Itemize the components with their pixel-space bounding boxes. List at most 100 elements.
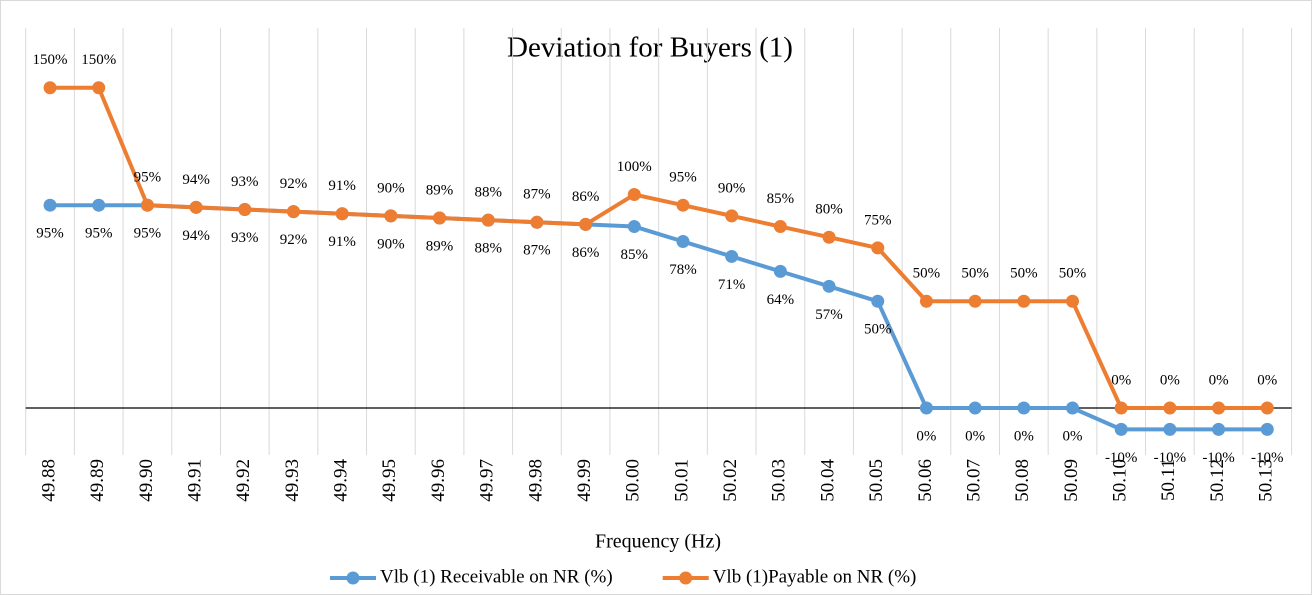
- x-tick-label: 49.90: [136, 459, 157, 502]
- data-label: 91%: [328, 178, 356, 194]
- point: [530, 215, 544, 229]
- data-label: 64%: [767, 292, 795, 308]
- data-label: 57%: [815, 307, 843, 323]
- x-tick-label: 49.96: [428, 459, 449, 502]
- data-label: 50%: [864, 322, 892, 338]
- point: [1017, 294, 1031, 308]
- x-tick-label: 50.09: [1061, 459, 1082, 502]
- point: [238, 202, 252, 216]
- data-label: 78%: [669, 262, 697, 278]
- x-tick-label: 50.11: [1158, 459, 1179, 501]
- data-label: 92%: [280, 232, 308, 248]
- data-label: 90%: [377, 180, 405, 196]
- data-label: 91%: [328, 234, 356, 250]
- x-tick-label: 50.03: [769, 459, 790, 502]
- point: [968, 401, 982, 415]
- point: [773, 264, 787, 278]
- point: [725, 249, 739, 263]
- x-tick-label: 49.93: [282, 459, 303, 502]
- point: [676, 235, 690, 248]
- point: [1212, 422, 1226, 436]
- data-label: 150%: [81, 52, 116, 68]
- data-label: 90%: [377, 236, 405, 252]
- x-axis-title: Frequency (Hz): [595, 531, 721, 553]
- data-label: 85%: [767, 191, 795, 207]
- data-label: 80%: [815, 202, 843, 218]
- data-label: 95%: [669, 170, 697, 186]
- data-label: 88%: [474, 241, 502, 257]
- data-label: 86%: [572, 245, 600, 261]
- point: [1017, 401, 1031, 415]
- point: [773, 220, 787, 234]
- data-label: 150%: [33, 52, 68, 68]
- point: [189, 200, 203, 214]
- data-label: 90%: [718, 180, 746, 196]
- data-label: 50%: [913, 266, 941, 282]
- data-label: 86%: [572, 189, 600, 205]
- point: [1066, 294, 1080, 308]
- data-label: -10%: [1154, 450, 1187, 466]
- x-tick-label: 49.99: [574, 459, 595, 502]
- data-label: 0%: [1014, 428, 1034, 444]
- data-label: 50%: [1010, 266, 1038, 282]
- data-label: 50%: [961, 266, 989, 282]
- data-label: 94%: [182, 228, 210, 244]
- data-label: 95%: [134, 170, 162, 186]
- point: [1260, 422, 1274, 436]
- point: [92, 81, 106, 95]
- x-tick-label: 50.01: [671, 459, 692, 502]
- data-label: 0%: [1160, 372, 1180, 388]
- data-label: 0%: [1257, 372, 1277, 388]
- point: [871, 294, 885, 308]
- point: [481, 213, 495, 227]
- point: [822, 279, 836, 293]
- x-tick-label: 50.07: [963, 459, 984, 502]
- point: [1212, 401, 1226, 415]
- data-label: 89%: [426, 182, 454, 198]
- data-label: 71%: [718, 277, 746, 293]
- chart-title: Deviation for Buyers (1): [507, 32, 793, 64]
- data-label: 95%: [85, 226, 113, 242]
- point: [92, 198, 106, 212]
- x-tick-label: 50.02: [720, 459, 741, 502]
- x-tick-label: 50.04: [817, 459, 838, 502]
- point: [627, 220, 641, 234]
- legend-marker: [346, 571, 360, 585]
- data-label: 0%: [965, 428, 985, 444]
- x-tick-label: 49.92: [233, 459, 254, 502]
- x-tick-label: 49.98: [525, 459, 546, 502]
- point: [968, 294, 982, 308]
- point: [676, 198, 690, 212]
- point: [140, 198, 154, 212]
- data-label: 87%: [523, 187, 551, 203]
- x-tick-label: 50.00: [623, 459, 644, 502]
- x-tick-label: 49.89: [87, 459, 108, 502]
- data-label: 89%: [426, 238, 454, 254]
- x-tick-label: 49.88: [38, 459, 59, 502]
- point: [433, 211, 447, 225]
- point: [725, 209, 739, 223]
- point: [1066, 401, 1080, 415]
- point: [822, 230, 836, 244]
- data-label: 93%: [231, 174, 259, 190]
- x-tick-label: 50.08: [1012, 459, 1033, 502]
- point: [1260, 401, 1274, 415]
- x-tick-label: 49.97: [477, 459, 498, 502]
- point: [335, 207, 349, 221]
- data-label: 75%: [864, 212, 892, 228]
- data-label: 0%: [916, 428, 936, 444]
- data-label: 0%: [1111, 372, 1131, 388]
- data-label: 50%: [1059, 266, 1087, 282]
- x-tick-label: 50.06: [915, 459, 936, 502]
- x-tick-label: 50.10: [1110, 459, 1131, 502]
- x-tick-label: 49.95: [379, 459, 400, 502]
- data-label: 0%: [1209, 372, 1229, 388]
- point: [919, 401, 933, 415]
- series-line: [50, 85, 1268, 411]
- point: [919, 294, 933, 308]
- data-label: -10%: [1202, 450, 1235, 466]
- point: [1114, 422, 1128, 436]
- data-label: 88%: [474, 185, 502, 201]
